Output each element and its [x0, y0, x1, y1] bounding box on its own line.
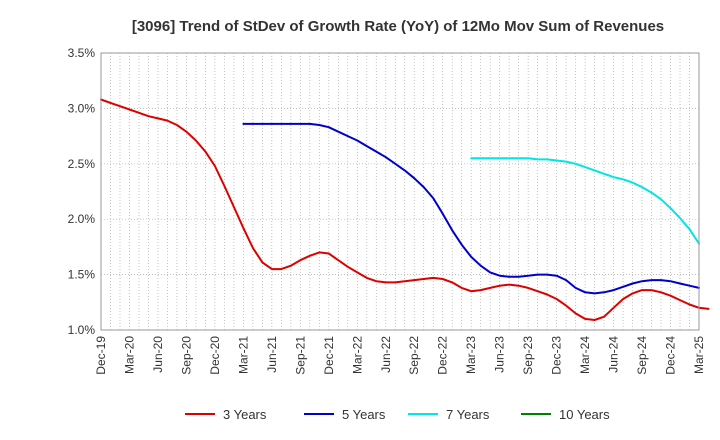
plot-frame — [100, 52, 700, 331]
x-tick-label: Dec-22 — [436, 336, 450, 375]
y-tick-label: 3.5% — [68, 46, 96, 60]
legend[interactable]: 3 Years 5 Years 7 Years 10 Years — [185, 407, 610, 422]
x-tick-label: Sep-24 — [635, 336, 649, 375]
x-tick-label: Mar-22 — [350, 336, 364, 374]
grid — [100, 52, 700, 331]
legend-label-5-years: 5 Years — [342, 407, 386, 422]
series-line-5-years — [242, 122, 700, 295]
y-tick-label: 1.5% — [68, 268, 96, 282]
legend-label-10-years: 10 Years — [559, 407, 610, 422]
x-tick-label: Jun-24 — [607, 336, 621, 373]
series-line-3-years — [100, 98, 710, 321]
x-tick-label: Jun-22 — [379, 336, 393, 373]
series-line-7-years — [470, 157, 700, 245]
y-axis: 1.0% 1.5% 2.0% 2.5% 3.0% 3.5% — [68, 46, 96, 337]
x-tick-label: Sep-22 — [407, 336, 421, 375]
y-tick-label: 2.5% — [68, 157, 96, 171]
x-tick-label: Sep-21 — [293, 336, 307, 375]
x-tick-label: Dec-21 — [322, 336, 336, 375]
x-axis: Dec-19 Mar-20 Jun-20 Sep-20 Dec-20 Mar-21 Jun-… — [94, 336, 706, 375]
x-tick-label: Dec-23 — [550, 336, 564, 375]
x-tick-label: Mar-25 — [692, 336, 706, 374]
legend-label-3-years: 3 Years — [223, 407, 267, 422]
x-tick-label: Mar-20 — [122, 336, 136, 374]
x-tick-label: Sep-23 — [521, 336, 535, 375]
x-tick-label: Mar-24 — [578, 336, 592, 374]
x-tick-label: Mar-21 — [236, 336, 250, 374]
x-tick-label: Dec-20 — [208, 336, 222, 375]
y-tick-label: 2.0% — [68, 212, 96, 226]
x-tick-label: Dec-24 — [664, 336, 678, 375]
y-tick-label: 1.0% — [68, 323, 96, 337]
x-tick-label: Jun-21 — [265, 336, 279, 373]
y-tick-label: 3.0% — [68, 101, 96, 115]
legend-label-7-years: 7 Years — [446, 407, 490, 422]
x-tick-label: Jun-23 — [493, 336, 507, 373]
x-tick-label: Mar-23 — [464, 336, 478, 374]
x-tick-label: Dec-19 — [94, 336, 108, 375]
chart-title: [3096] Trend of StDev of Growth Rate (Yo… — [132, 18, 664, 35]
x-tick-label: Jun-20 — [151, 336, 165, 373]
series-layer — [100, 98, 710, 321]
x-tick-label: Sep-20 — [179, 336, 193, 375]
